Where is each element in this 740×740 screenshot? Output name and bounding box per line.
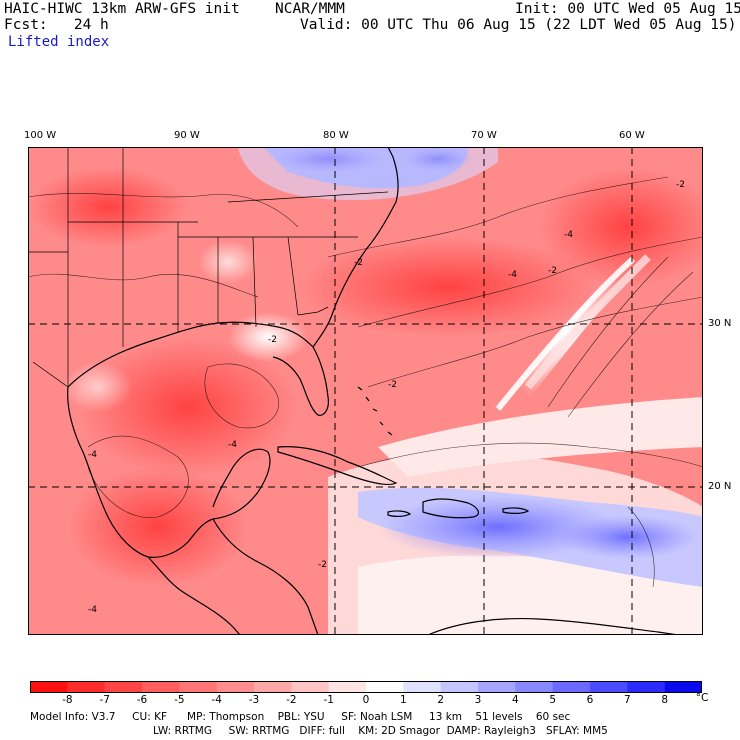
contours bbox=[28, 176, 703, 588]
field-lightblue-ne bbox=[238, 147, 498, 201]
colorbar-tick-label: 7 bbox=[623, 694, 631, 706]
colorbar-swatch bbox=[403, 681, 442, 693]
colorbar-swatch bbox=[179, 681, 218, 693]
svg-text:-4: -4 bbox=[508, 270, 517, 280]
lon-label-90w: 90 W bbox=[174, 130, 200, 141]
field-blue-core-2 bbox=[558, 515, 698, 559]
colorbar-tick-label: -3 bbox=[248, 694, 260, 706]
colorbar-swatch bbox=[627, 681, 666, 693]
colorbar-tick-label: 0 bbox=[362, 694, 370, 706]
contour-labels: -2 -4 -2 -2 -4 -2 -2 -4 -4 -2 -4 bbox=[88, 180, 685, 615]
svg-text:-2: -2 bbox=[318, 560, 327, 570]
model-title: HAIC-HIWC 13km ARW-GFS init bbox=[4, 1, 240, 17]
lon-label-100w: 100 W bbox=[24, 130, 57, 141]
svg-text:-4: -4 bbox=[88, 450, 97, 460]
colorbar-swatch bbox=[590, 681, 628, 693]
colorbar-swatch bbox=[216, 681, 255, 693]
colorbar-tick-label: -1 bbox=[323, 694, 334, 706]
svg-text:-2: -2 bbox=[354, 258, 363, 268]
colorbar-tick-label: -7 bbox=[99, 694, 110, 706]
colorbar-swatch bbox=[478, 681, 516, 693]
colorbar-tick-label: 6 bbox=[586, 694, 594, 706]
field-light-s bbox=[358, 555, 703, 635]
lifted-index-map: -2 -4 -2 -2 -4 -2 -2 -4 -4 -2 -4 bbox=[28, 147, 703, 635]
colorbar-swatch bbox=[67, 681, 106, 693]
colorbar-tick-label: 2 bbox=[437, 694, 444, 706]
colorbar-tick-label: -2 bbox=[286, 694, 297, 706]
svg-text:-4: -4 bbox=[88, 605, 97, 615]
colorbar-swatch bbox=[440, 681, 479, 693]
svg-text:-4: -4 bbox=[564, 230, 573, 240]
colorbar-tick-label: -8 bbox=[62, 694, 73, 706]
colorbar-tick-label: -4 bbox=[211, 694, 222, 706]
field-blue-core bbox=[378, 495, 618, 559]
colorbar-swatch bbox=[254, 681, 292, 693]
svg-text:-2: -2 bbox=[268, 335, 277, 345]
colorbar-swatch bbox=[664, 681, 702, 693]
colorbar-swatch bbox=[291, 681, 330, 693]
center-name: NCAR/MMM bbox=[275, 1, 345, 17]
lat-label-30n: 30 N bbox=[708, 318, 732, 329]
colorbar bbox=[30, 681, 702, 693]
coastlines bbox=[67, 147, 679, 635]
model-info-line2: LW: RRTMG SW: RRTMG DIFF: full KM: 2D Sm… bbox=[153, 725, 608, 737]
state-borders bbox=[28, 147, 389, 388]
lon-label-60w: 60 W bbox=[619, 130, 645, 141]
colorbar-swatch bbox=[30, 681, 68, 693]
field-white-band bbox=[378, 397, 703, 477]
colorbar-tick-label: -5 bbox=[174, 694, 185, 706]
colorbar-tick-label: -6 bbox=[136, 694, 148, 706]
forecast-hour: Fcst: 24 h bbox=[4, 17, 109, 33]
colorbar-tick-label: 5 bbox=[549, 694, 556, 706]
colorbar-swatch bbox=[142, 681, 180, 693]
lon-label-70w: 70 W bbox=[471, 130, 497, 141]
colorbar-swatch bbox=[515, 681, 554, 693]
model-info-line1: Model Info: V3.7 CU: KF MP: Thompson PBL… bbox=[30, 711, 571, 723]
colorbar-tick-label: 4 bbox=[511, 694, 519, 706]
colorbar-swatch bbox=[104, 681, 143, 693]
field-name: Lifted index bbox=[8, 34, 110, 50]
colorbar-tick-label: 8 bbox=[661, 694, 668, 706]
lat-label-20n: 20 N bbox=[708, 481, 732, 492]
svg-text:-2: -2 bbox=[548, 266, 557, 276]
colorbar-tick-label: 3 bbox=[474, 694, 482, 706]
valid-time: Valid: 00 UTC Thu 06 Aug 15 (22 LDT Wed … bbox=[300, 17, 737, 33]
colorbar-swatch bbox=[552, 681, 591, 693]
colorbar-swatch bbox=[328, 681, 367, 693]
colorbar-swatch bbox=[366, 681, 404, 693]
svg-text:-4: -4 bbox=[228, 440, 237, 450]
init-time: Init: 00 UTC Wed 05 Aug 15 bbox=[515, 1, 740, 17]
colorbar-tick-label: 1 bbox=[399, 694, 407, 706]
graticule bbox=[28, 147, 703, 635]
svg-text:-2: -2 bbox=[388, 380, 397, 390]
svg-text:-2: -2 bbox=[676, 180, 685, 190]
lon-label-80w: 80 W bbox=[323, 130, 349, 141]
colorbar-frame bbox=[30, 681, 702, 693]
colorbar-unit: °C bbox=[695, 692, 709, 704]
